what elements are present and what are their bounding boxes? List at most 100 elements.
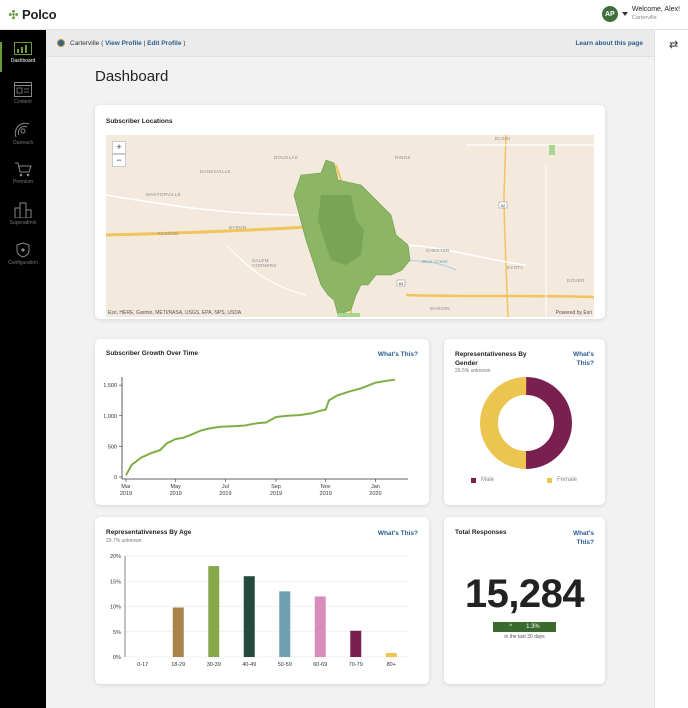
y-tick-label: 500 [108, 444, 117, 450]
map-place-label: CHESTER [426, 248, 450, 253]
x-tick-label: May [171, 484, 182, 490]
premium-cart-icon [15, 162, 32, 177]
bar-80+[interactable] [385, 652, 397, 657]
sidebar-item-configuration[interactable]: Configuration [0, 242, 46, 278]
avatar[interactable]: AP [601, 6, 618, 22]
map-canvas: 52 63 [106, 135, 594, 317]
map-attribution: Esri, HERE, Garmin, METI/NASA, USGS, EPA… [108, 310, 242, 316]
whats-this-link[interactable]: What's This? [377, 530, 418, 537]
city-seal-icon [57, 39, 65, 47]
map-water-label: Bear Creek [422, 259, 448, 264]
gender-representativeness-card: Representativeness By Gender What's This… [444, 339, 605, 505]
whats-this-line[interactable]: What's [572, 351, 594, 358]
x-tick-label: Jul [222, 484, 229, 490]
dashboard-icon [14, 42, 32, 55]
bar-18-29[interactable] [172, 607, 184, 657]
map-place-label: DOUGLAS [274, 155, 299, 160]
road-shield-label: 63 [399, 281, 404, 286]
card-title: Representativeness By Age [106, 529, 192, 536]
x-tick-label: Sep [271, 484, 281, 490]
map-powered-by[interactable]: Powered by Esri [555, 310, 592, 316]
x-tick-label: 30-39 [207, 662, 221, 668]
change-period: in the last 30 days [504, 634, 545, 640]
right-panel-strip: ⇄ [654, 30, 688, 708]
map-place-label: KASSON [158, 231, 179, 236]
card-title: Total Responses [455, 529, 507, 536]
card-title: Subscriber Locations [106, 118, 173, 125]
polco-logo[interactable]: Polco [8, 7, 57, 22]
breadcrumb-city: Carterville [70, 40, 100, 47]
y-tick-label: 0 [114, 475, 117, 481]
sidebar-item-superadmin[interactable]: Superadmin [0, 202, 46, 238]
x-tick-label: 70-79 [349, 662, 363, 668]
chevron-down-icon[interactable] [621, 12, 628, 16]
user-info: Welcome, Alex! Carterville [632, 5, 680, 23]
whats-this-line[interactable]: What's [572, 530, 594, 537]
y-tick-label: 10% [110, 605, 121, 611]
card-title: Representativeness By Gender [455, 350, 527, 368]
user-menu[interactable]: AP Welcome, Alex! Carterville [601, 5, 680, 23]
breadcrumb-links: Carterville ( View Profile | Edit Profil… [70, 40, 185, 47]
breadcrumb-open-paren: ( [101, 40, 104, 47]
zoom-in-button[interactable]: + [112, 141, 126, 154]
whats-this-link[interactable]: What's This? [573, 350, 594, 368]
view-profile-link[interactable]: View Profile [105, 40, 142, 47]
legend-swatch [547, 477, 552, 483]
y-tick-label: 15% [110, 579, 121, 585]
map-place-label: EYOTA [507, 265, 524, 270]
map-place-label: ELGIN [495, 136, 511, 141]
x-tick-label: Jan [371, 484, 380, 490]
sidebar-item-content[interactable]: Content [0, 82, 46, 118]
bar-60-69[interactable] [314, 596, 326, 657]
x-tick-label: 40-49 [242, 662, 256, 668]
outreach-icon [14, 122, 30, 138]
whats-this-link[interactable]: What's This? [377, 351, 418, 358]
card-title-line: Gender [455, 360, 478, 367]
welcome-text: Welcome, Alex! [631, 6, 680, 13]
map-place-label: MARION [430, 306, 450, 311]
map-place-label: RINGE [395, 155, 411, 160]
card-title: Subscriber Growth Over Time [106, 350, 198, 357]
bar-30-39[interactable] [208, 566, 220, 657]
sidebar: Dashboard Content Outreach [0, 30, 46, 708]
bar-40-49[interactable] [243, 576, 255, 657]
superadmin-buildings-icon [14, 202, 32, 218]
breadcrumb-close-paren: ) [183, 40, 186, 47]
top-bar: Polco AP Welcome, Alex! Carterville [0, 0, 688, 30]
subscriber-growth-card: Subscriber Growth Over Time What's This?… [95, 339, 429, 505]
series-line [125, 378, 396, 476]
bar-70-79[interactable] [350, 630, 362, 657]
whats-this-line[interactable]: This? [576, 539, 594, 546]
learn-about-page-link[interactable]: Learn about this page [575, 40, 643, 47]
user-city: Carterville [631, 15, 657, 21]
zoom-out-button[interactable]: − [112, 154, 126, 167]
polco-leaf-icon [8, 9, 19, 20]
subscriber-locations-card: Subscriber Locations [95, 105, 605, 319]
sidebar-item-outreach[interactable]: Outreach [0, 122, 46, 158]
sidebar-item-label: Premium [12, 179, 33, 185]
x-tick-label: Mar [121, 484, 131, 490]
whats-this-line[interactable]: This? [576, 360, 594, 367]
subscriber-map[interactable]: 52 63 + − DOUGLAS DANESVILLE RINGE ELGIN… [106, 135, 594, 317]
sidebar-item-dashboard[interactable]: Dashboard [0, 42, 46, 78]
y-tick-label: 0% [113, 655, 121, 661]
change-badge: ^ 1.3% [493, 622, 556, 632]
donut-slice-female[interactable] [480, 377, 572, 469]
x-tick-label: 2019 [320, 491, 332, 497]
edit-profile-link[interactable]: Edit Profile [147, 40, 182, 47]
swap-arrows-icon[interactable]: ⇄ [669, 39, 679, 51]
x-tick-label: 2019 [270, 491, 282, 497]
x-tick-label: 50-59 [278, 662, 292, 668]
x-tick-label: 2019 [219, 491, 231, 497]
brand-name: Polco [22, 7, 57, 22]
sidebar-item-premium[interactable]: Premium [0, 162, 46, 198]
x-tick-label: 2019 [170, 491, 182, 497]
x-tick-label: 0-17 [137, 662, 148, 668]
legend-swatch [471, 477, 476, 483]
bar-50-59[interactable] [279, 591, 291, 657]
gender-donut-chart [480, 377, 572, 469]
whats-this-link[interactable]: What's This? [573, 529, 594, 547]
page-title: Dashboard [95, 68, 169, 85]
unknown-note: 29.5% unknown [455, 368, 491, 374]
y-tick-label: 20% [110, 554, 121, 560]
